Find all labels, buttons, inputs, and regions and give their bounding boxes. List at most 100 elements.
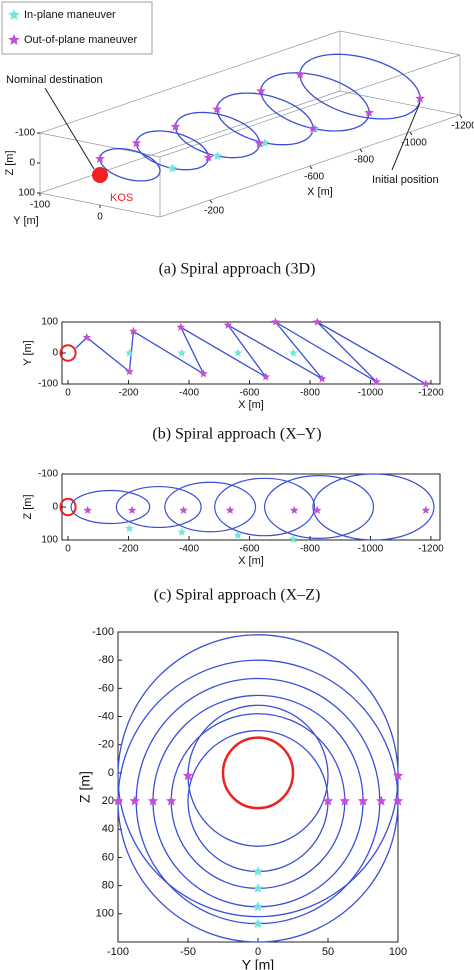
maneuver-star (372, 377, 381, 386)
x-tick-label: 0 (255, 946, 261, 958)
orbit (187, 704, 329, 847)
y-axis-label: Y [m] (13, 215, 38, 227)
x-tick-label: -200 (204, 206, 224, 217)
y-axis-label: Z [m] (77, 771, 93, 803)
x-tick-label: 0 (65, 544, 71, 555)
x-tick (459, 114, 463, 119)
x-axis-label: Y [m] (242, 957, 274, 970)
caption: (c) Spiral approach (X–Z) (154, 587, 321, 604)
x-axis-label: X [m] (307, 186, 333, 198)
maneuver-star (131, 138, 142, 148)
maneuver-star (254, 138, 265, 148)
x-tick-label: 50 (322, 946, 334, 958)
annotation: Initial position (372, 174, 439, 186)
kos-dot (92, 167, 108, 183)
maneuver-star (260, 137, 270, 147)
x-tick-label: -200 (119, 388, 139, 399)
orbit (99, 148, 161, 182)
plot-frame (61, 321, 441, 385)
maneuver-star (322, 795, 334, 806)
y-tick-label: -80 (98, 654, 114, 666)
maneuver-star (147, 795, 159, 806)
maneuver-star (392, 770, 404, 781)
maneuver-star (177, 348, 186, 357)
x-tick-label: -1200 (418, 544, 444, 555)
y-tick-label: 0 (108, 767, 114, 779)
axis-box-edge (39, 90, 341, 194)
maneuver-star (290, 505, 299, 514)
maneuver-star (212, 104, 222, 114)
x-tick-label: 0 (65, 388, 71, 399)
maneuver-star (295, 69, 305, 79)
maneuver-star (339, 795, 350, 806)
maneuver-star (83, 505, 92, 514)
x-tick-label: -1200 (418, 388, 444, 399)
y-tick-label: -100 (38, 379, 58, 390)
kos-circle (59, 344, 77, 362)
orbit (312, 473, 435, 541)
orbit (70, 489, 151, 525)
z-tick-label: 0 (29, 158, 35, 169)
maneuver-star (112, 795, 124, 806)
y-tick-label: -100 (30, 200, 50, 211)
x-tick-label: -400 (179, 544, 199, 555)
y-tick-label: 0 (52, 348, 58, 359)
y-axis-label: Z [m] (22, 494, 34, 519)
x-tick-label: -800 (354, 155, 374, 166)
maneuver-star (252, 866, 264, 876)
orbit (214, 477, 316, 537)
y-tick-label: 60 (102, 851, 114, 863)
y-tick-label: 20 (102, 795, 114, 807)
z-tick-label: -100 (15, 128, 35, 139)
z-axis-label: Z [m] (4, 150, 16, 175)
axis-box-edge (39, 30, 341, 134)
kos-label: KOS (110, 192, 133, 204)
maneuver-star (233, 348, 243, 357)
maneuver-star (125, 524, 134, 533)
orbit (174, 111, 261, 159)
maneuver-star (252, 918, 264, 929)
x-axis-label: X [m] (238, 399, 264, 411)
y-axis-label: Y [m] (22, 340, 34, 365)
orbit (187, 729, 329, 873)
maneuver-star (261, 372, 271, 381)
y-tick-label: 80 (102, 880, 114, 892)
orbit (117, 659, 399, 943)
maneuver-star (289, 348, 298, 357)
maneuver-star (289, 534, 298, 543)
kos-circle (59, 497, 77, 517)
orbit (299, 53, 421, 120)
x-axis-label: X [m] (238, 555, 264, 567)
orbit (164, 481, 257, 533)
y-tick-label: 100 (96, 908, 114, 920)
x-tick-label: -1000 (358, 388, 384, 399)
maneuver-star (82, 333, 92, 342)
x-tick-label: -1000 (358, 544, 384, 555)
kos-circle (221, 736, 295, 810)
y-tick-label: -100 (38, 469, 58, 480)
legend-label: Out-of-plane maneuver (24, 34, 137, 46)
orbit (260, 72, 370, 132)
maneuver-star (182, 770, 194, 781)
x-tick-label: -1000 (401, 138, 427, 149)
maneuver-star (127, 505, 137, 514)
maneuver-star (176, 322, 186, 331)
maneuver-star (223, 320, 233, 329)
y-tick-label: -40 (98, 710, 114, 722)
annotation-leader (391, 102, 421, 171)
maneuver-star (225, 505, 235, 514)
maneuver-star (364, 107, 374, 117)
axis-box-edge (339, 90, 461, 116)
maneuver-star (129, 326, 138, 335)
caption: (b) Spiral approach (X–Y) (152, 426, 321, 443)
x-tick-label: 100 (389, 946, 407, 958)
plot-frame (61, 473, 441, 541)
maneuver-star (392, 795, 404, 806)
maneuver-star (199, 369, 208, 378)
orbit (115, 485, 202, 529)
x-tick-label: -800 (300, 544, 320, 555)
x-tick (209, 199, 213, 204)
maneuver-star (252, 901, 264, 912)
